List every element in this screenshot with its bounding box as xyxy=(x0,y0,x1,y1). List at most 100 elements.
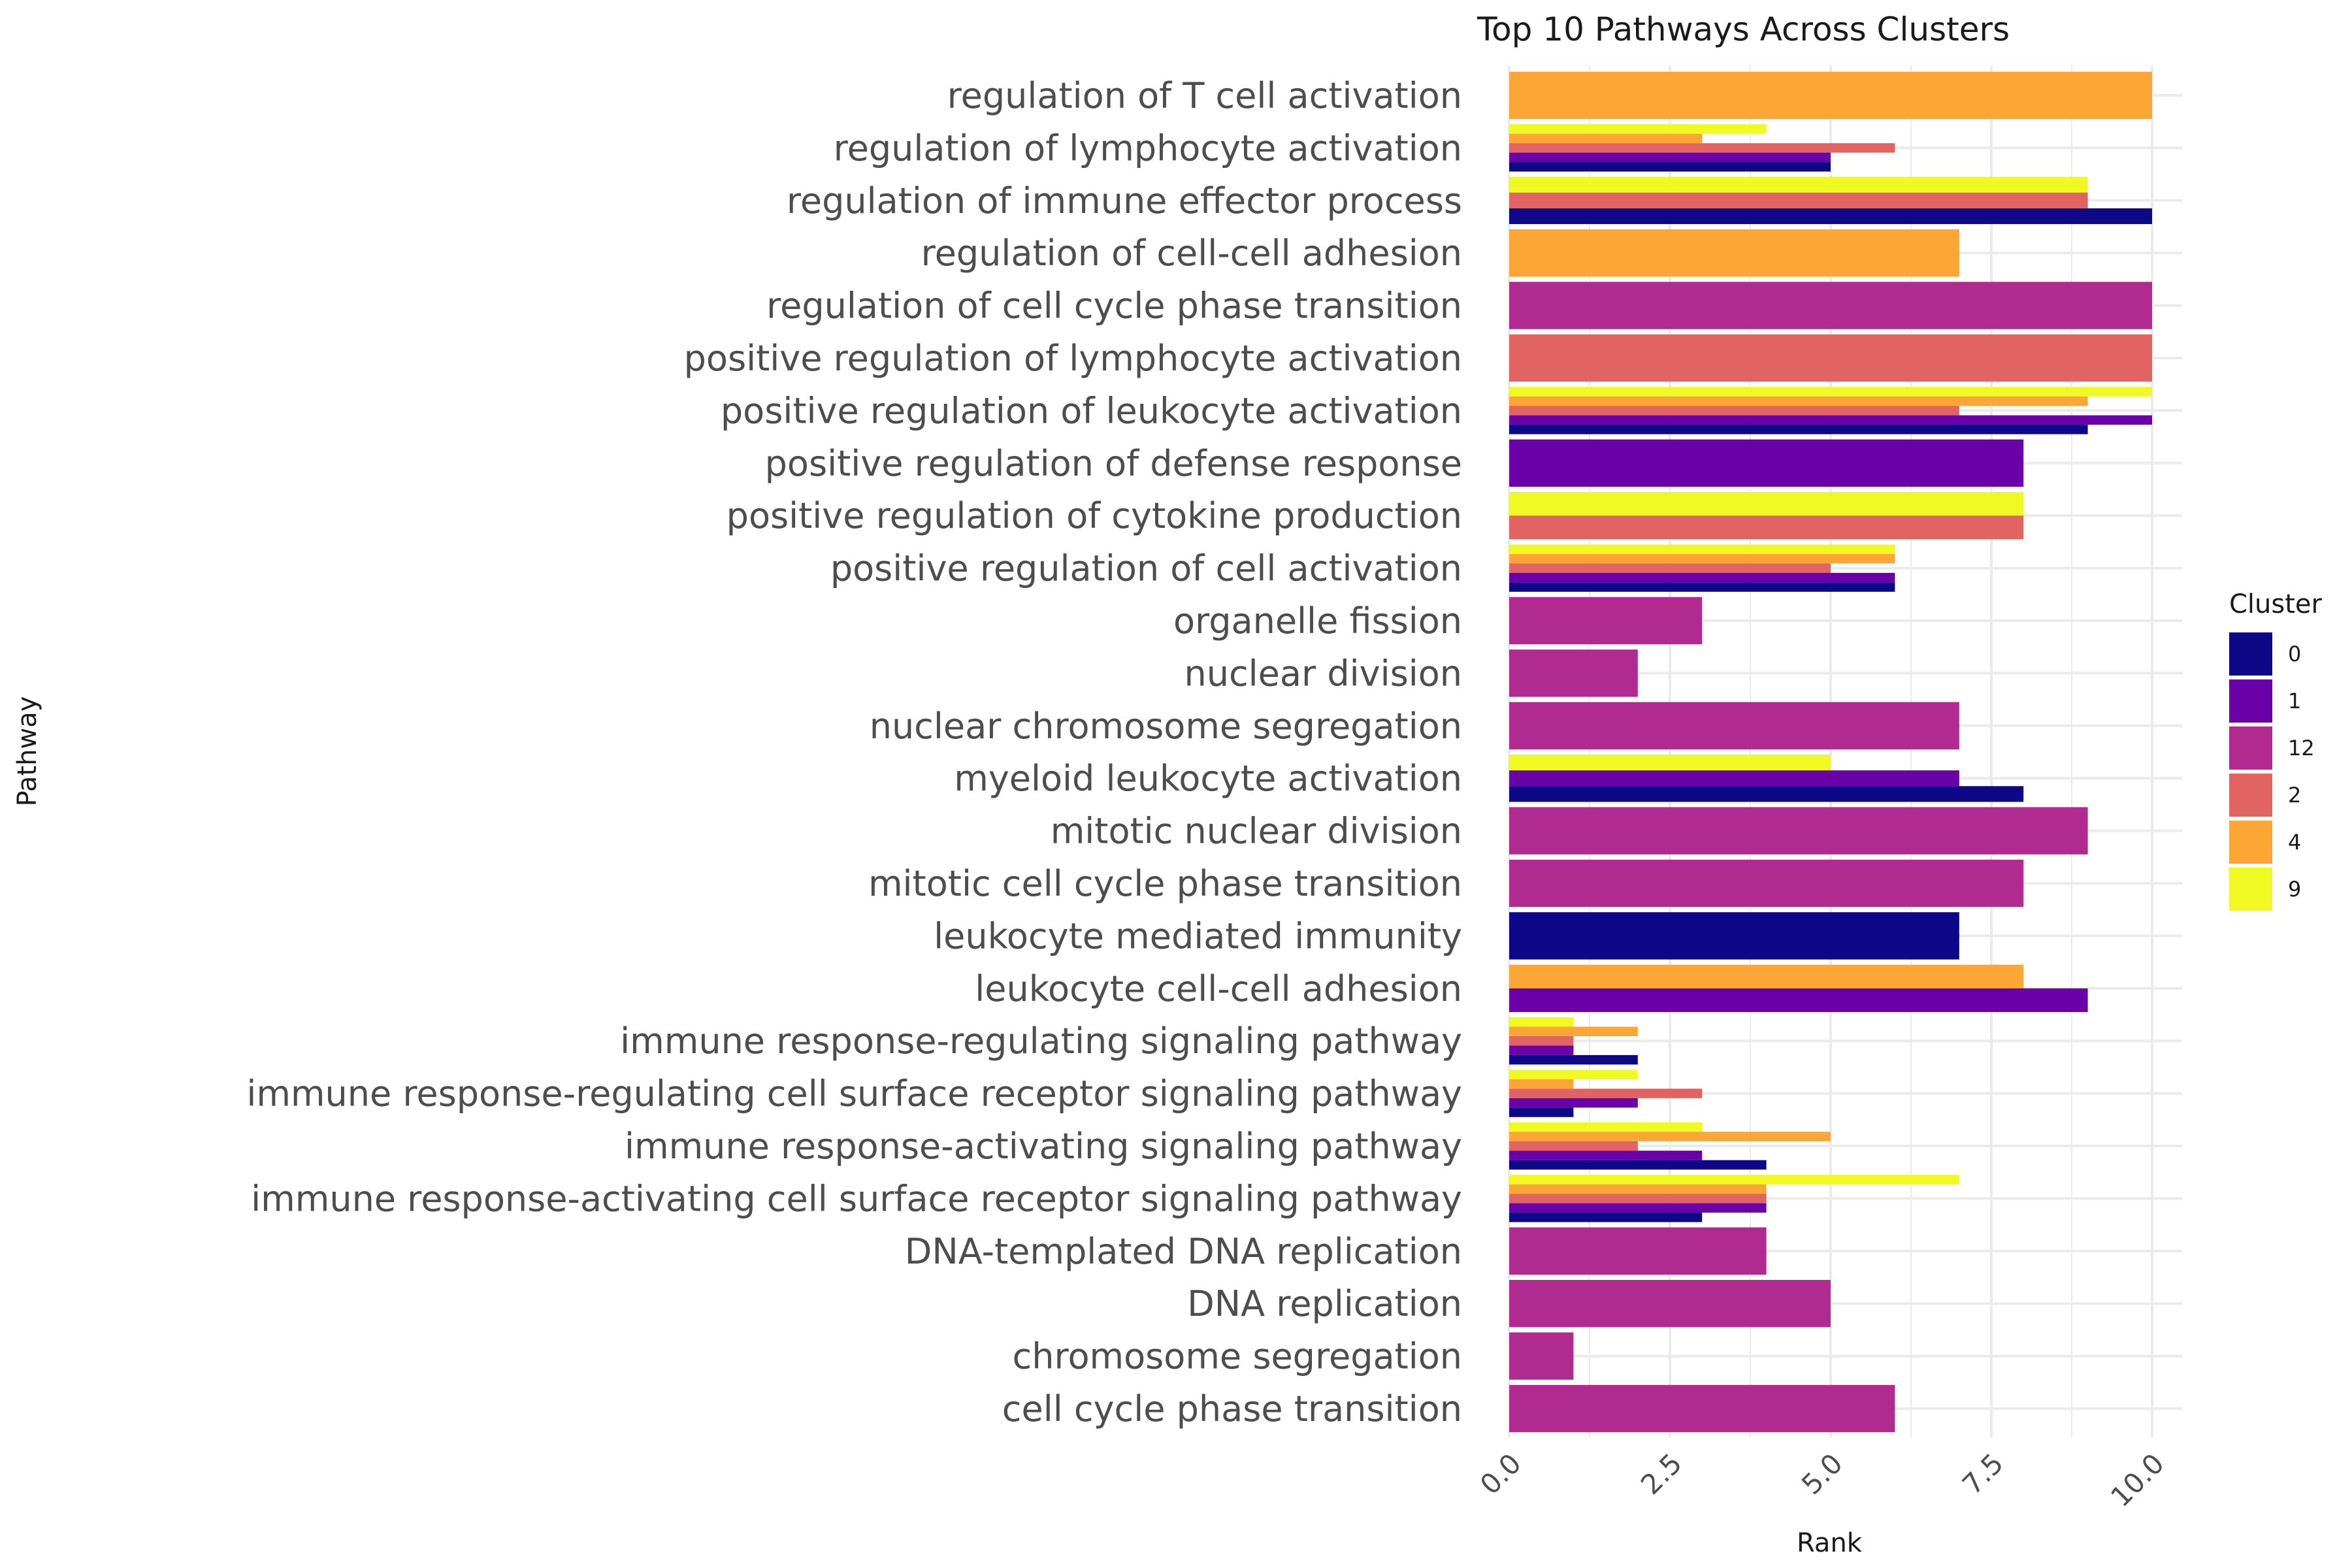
bar xyxy=(1509,176,2088,193)
bar xyxy=(1509,208,2152,224)
legend: Cluster 0 1 12 2 4 9 xyxy=(2229,589,2323,911)
legend-swatch xyxy=(2229,774,2272,817)
y-tick-label: positive regulation of cell activation xyxy=(830,548,1462,589)
bar xyxy=(1509,786,2024,802)
y-tick-label: positive regulation of leukocyte activat… xyxy=(721,390,1462,431)
y-tick-label: regulation of cell cycle phase transitio… xyxy=(766,286,1462,327)
bar xyxy=(1509,439,2024,487)
bar xyxy=(1509,229,1959,277)
bar xyxy=(1509,492,2024,516)
y-tick-label: mitotic cell cycle phase transition xyxy=(868,863,1462,904)
y-tick-label: leukocyte mediated immunity xyxy=(934,915,1462,956)
bar xyxy=(1509,1160,1767,1170)
bar xyxy=(1509,334,2152,382)
legend-swatch xyxy=(2229,868,2272,911)
bar xyxy=(1509,1017,1574,1027)
y-tick-labels: regulation of T cell activation regulatio… xyxy=(246,75,1462,1429)
y-tick-label: immune response-regulating signaling pat… xyxy=(620,1021,1462,1062)
y-axis-title: Pathway xyxy=(12,696,42,807)
bar xyxy=(1509,406,1959,416)
bar xyxy=(1509,1036,1574,1046)
bar xyxy=(1509,1203,1767,1213)
bar xyxy=(1509,1107,1574,1117)
legend-swatch xyxy=(2229,727,2272,770)
y-tick-label: leukocyte cell-cell adhesion xyxy=(975,968,1462,1009)
bar xyxy=(1509,71,2152,120)
y-tick-label: mitotic nuclear division xyxy=(1051,811,1462,852)
y-tick-label: positive regulation of lymphocyte activa… xyxy=(684,338,1462,379)
bar xyxy=(1509,387,2152,397)
bar xyxy=(1509,702,1959,749)
y-tick-label: DNA replication xyxy=(1187,1283,1462,1324)
bar xyxy=(1509,1227,1767,1275)
bar xyxy=(1509,1280,1831,1328)
y-tick-label: cell cycle phase transition xyxy=(1002,1388,1462,1429)
bar xyxy=(1509,133,1703,144)
bar xyxy=(1509,1026,1638,1036)
bar xyxy=(1509,988,2088,1012)
bar xyxy=(1509,425,2088,434)
bar xyxy=(1509,1141,1638,1151)
y-tick-label: immune response-activating cell surface … xyxy=(251,1178,1462,1219)
legend-swatch xyxy=(2229,632,2272,676)
bar xyxy=(1509,582,1895,592)
bar xyxy=(1509,912,1959,960)
bar xyxy=(1509,770,1959,787)
bar xyxy=(1509,553,1895,564)
legend-label: 1 xyxy=(2288,689,2301,713)
legend-label: 2 xyxy=(2288,783,2301,808)
bar xyxy=(1509,152,1831,163)
legend-label: 0 xyxy=(2288,642,2301,666)
bar xyxy=(1509,755,1831,771)
bar xyxy=(1509,544,1895,554)
legend-label: 9 xyxy=(2288,877,2301,902)
x-axis-title: Rank xyxy=(1797,1528,1863,1558)
bar xyxy=(1509,859,2024,907)
bar xyxy=(1509,964,2024,988)
bar xyxy=(1509,1384,1895,1433)
bar xyxy=(1509,1045,1574,1055)
bar xyxy=(1509,1054,1638,1065)
y-tick-label: myeloid leukocyte activation xyxy=(954,758,1462,799)
y-tick-label: positive regulation of defense response xyxy=(765,443,1462,484)
legend-swatch xyxy=(2229,679,2272,723)
bar xyxy=(1509,282,2152,329)
y-tick-label: regulation of lymphocyte activation xyxy=(834,127,1462,169)
bar xyxy=(1509,1151,1703,1160)
bar xyxy=(1509,124,1767,134)
bar xyxy=(1509,1088,1703,1098)
y-tick-label: nuclear division xyxy=(1184,653,1462,694)
bar xyxy=(1509,572,1895,583)
bar xyxy=(1509,1184,1767,1194)
y-tick-label: nuclear chromosome segregation xyxy=(870,706,1462,747)
bar xyxy=(1509,1194,1767,1203)
bar xyxy=(1509,563,1831,573)
bar xyxy=(1509,1132,1831,1141)
bar xyxy=(1509,1079,1574,1089)
y-tick-label: regulation of cell-cell adhesion xyxy=(921,233,1462,274)
bar xyxy=(1509,162,1831,172)
bar xyxy=(1509,192,2088,208)
chart-title: Top 10 Pathways Across Clusters xyxy=(1477,10,2010,48)
bar xyxy=(1509,415,2152,425)
bar xyxy=(1509,1213,1703,1222)
legend-label: 12 xyxy=(2288,736,2315,760)
y-tick-label: regulation of T cell activation xyxy=(947,75,1462,116)
bar xyxy=(1509,1332,1574,1380)
bar xyxy=(1509,1098,1638,1108)
y-tick-label: chromosome segregation xyxy=(1013,1336,1462,1377)
bar xyxy=(1509,1122,1703,1132)
legend-label: 4 xyxy=(2288,830,2301,855)
bar xyxy=(1509,807,2088,855)
bar xyxy=(1509,1175,1959,1184)
legend-swatch xyxy=(2229,821,2272,864)
bar xyxy=(1509,396,2088,406)
y-tick-label: DNA-templated DNA replication xyxy=(905,1231,1462,1272)
y-tick-label: organelle fission xyxy=(1173,600,1462,642)
legend-title: Cluster xyxy=(2229,589,2323,619)
y-tick-label: immune response-regulating cell surface … xyxy=(246,1073,1462,1115)
bar xyxy=(1509,649,1638,697)
bar xyxy=(1509,1070,1638,1079)
